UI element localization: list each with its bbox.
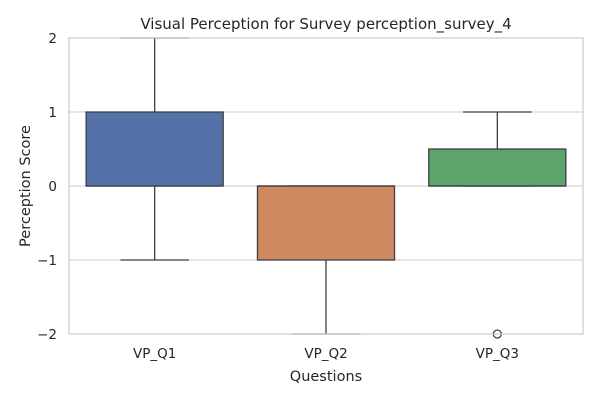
x-tick-label: VP_Q1 xyxy=(133,346,176,362)
y-tick-label: −1 xyxy=(37,253,57,269)
boxes xyxy=(85,37,567,339)
box xyxy=(85,111,224,187)
plot-frame xyxy=(68,37,584,335)
box-group xyxy=(256,185,396,335)
y-tick-label: 2 xyxy=(48,31,57,47)
y-tick-label: 0 xyxy=(48,179,57,195)
x-tick-label: VP_Q2 xyxy=(304,346,347,362)
y-ticks: −2 −1 0 1 2 xyxy=(37,31,57,343)
y-tick-label: 1 xyxy=(48,105,57,121)
y-axis-label: Perception Score xyxy=(18,125,34,247)
chart-title: Visual Perception for Survey perception_… xyxy=(140,15,511,34)
box xyxy=(256,185,396,261)
x-ticks: VP_Q1 VP_Q2 VP_Q3 xyxy=(133,346,519,362)
y-tick-label: −2 xyxy=(37,327,57,343)
x-tick-label: VP_Q3 xyxy=(476,346,519,362)
box-group xyxy=(428,111,567,339)
x-axis-label: Questions xyxy=(290,369,362,385)
box-group xyxy=(85,37,224,261)
box xyxy=(428,148,567,187)
